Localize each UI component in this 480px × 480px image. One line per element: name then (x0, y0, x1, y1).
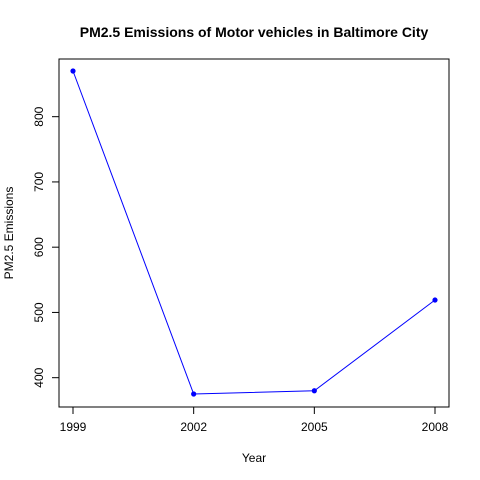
y-axis: 400 500 600 700 800 (32, 106, 59, 388)
series-group (70, 68, 438, 397)
plot-frame (58, 58, 450, 408)
data-point (70, 68, 76, 74)
data-point (191, 391, 197, 397)
x-tick-label: 2008 (422, 420, 449, 434)
y-tick-label: 600 (32, 237, 46, 257)
x-tick-label: 2005 (301, 420, 328, 434)
data-point (311, 388, 317, 394)
y-axis-label: PM2.5 Emissions (2, 187, 16, 280)
x-axis: 1999 2002 2005 2008 (60, 407, 449, 434)
y-tick-label: 800 (32, 106, 46, 126)
x-axis-label: Year (242, 451, 266, 465)
data-point (432, 297, 438, 303)
y-tick-label: 700 (32, 172, 46, 192)
y-tick-label: 500 (32, 302, 46, 322)
x-tick-label: 2002 (180, 420, 207, 434)
series-line (72, 70, 436, 395)
x-tick-label: 1999 (60, 420, 87, 434)
y-tick-label: 400 (32, 367, 46, 387)
chart-title: PM2.5 Emissions of Motor vehicles in Bal… (80, 24, 429, 40)
